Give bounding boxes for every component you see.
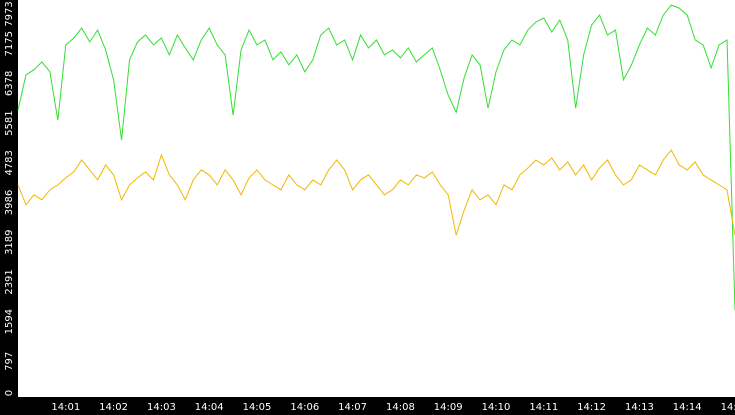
x-tick-label: 14:04 (195, 402, 224, 413)
y-axis-strip (0, 0, 18, 415)
x-tick-label: 14:10 (482, 402, 511, 413)
x-tick-label: 14:14 (673, 402, 702, 413)
x-tick-label: 14:01 (51, 402, 80, 413)
series-line (17, 4, 735, 310)
series-line (17, 149, 735, 236)
y-tick-label: 7175 (4, 31, 15, 56)
y-tick-label: 6378 (4, 71, 15, 96)
y-tick-label: 797 (4, 352, 15, 371)
y-tick-label: 3986 (4, 190, 15, 215)
y-tick-label: 2391 (4, 269, 15, 294)
x-tick-label: 14:12 (577, 402, 606, 413)
x-tick-label: 14:03 (147, 402, 176, 413)
x-tick-label: 14:09 (434, 402, 463, 413)
x-tick-label: 14:06 (290, 402, 319, 413)
y-tick-label: 5581 (4, 110, 15, 135)
x-tick-label: 14:02 (99, 402, 128, 413)
x-axis-strip (0, 397, 735, 415)
y-tick-label: 3189 (4, 229, 15, 254)
y-tick-label: 4783 (4, 150, 15, 175)
y-tick-label: 7973 (4, 1, 15, 26)
x-tick-label: 14:11 (529, 402, 558, 413)
x-tick-label: 14:15 (721, 402, 735, 413)
x-tick-label: 14:05 (243, 402, 272, 413)
x-tick-label: 14:07 (338, 402, 367, 413)
y-tick-label: 0 (4, 390, 15, 396)
y-tick-label: 1594 (4, 309, 15, 334)
x-tick-label: 14:13 (625, 402, 654, 413)
x-tick-label: 14:08 (386, 402, 415, 413)
